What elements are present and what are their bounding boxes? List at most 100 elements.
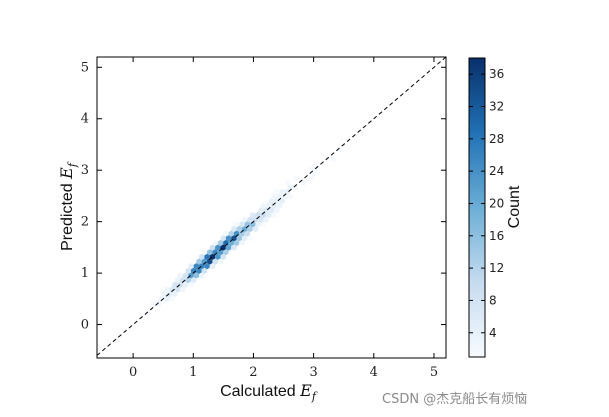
hexbin-cell — [284, 179, 291, 186]
hexbin-cell — [247, 235, 253, 242]
hexbin-cell — [188, 272, 194, 279]
hexbin-cell — [164, 286, 170, 293]
colorbar-tick-label: 16 — [489, 229, 504, 243]
hexbin-cell — [314, 165, 320, 172]
hexbin-cell — [177, 281, 183, 288]
x-tick-label: 3 — [309, 365, 317, 380]
hexbin-cell — [209, 263, 216, 270]
hexbin-cell — [274, 188, 280, 195]
hexbin-cell — [279, 188, 285, 195]
hexbin-cell — [207, 258, 213, 265]
hexbin-cell — [330, 156, 336, 163]
hexbin-cell — [180, 277, 186, 284]
hexbin-cell — [268, 207, 275, 214]
hexbin-cell — [223, 249, 229, 256]
colorbar-tick-label: 36 — [489, 67, 504, 81]
hexbin-cell — [271, 212, 277, 219]
hexbin-cell — [260, 202, 267, 209]
y-axis-title: Predicted Ef — [57, 161, 79, 251]
hexbin-cell — [311, 170, 318, 177]
hexbin-cell — [199, 272, 205, 279]
hexbin-cell — [258, 216, 264, 223]
hexbin-cell — [287, 193, 293, 200]
hexbin-cell — [201, 249, 208, 256]
x-tick-label: 5 — [430, 365, 438, 380]
colorbar-tick-label: 24 — [489, 164, 504, 178]
hexbin-cell — [223, 230, 229, 237]
hexbin-cell — [239, 239, 245, 247]
y-tick-label: 1 — [81, 266, 89, 281]
hexbin-cell — [207, 249, 213, 256]
hexbin-cell — [236, 235, 242, 242]
hexbin-cell — [276, 202, 283, 209]
hexbin-cell — [231, 244, 237, 251]
hexbin-cell — [156, 300, 162, 307]
hexbin-cell — [164, 295, 170, 302]
hexbin-cell — [292, 184, 299, 191]
hexbin-cell — [225, 235, 232, 242]
hexbin-cell — [301, 179, 307, 186]
hexbin-cell — [250, 212, 256, 219]
hexbin-cell — [276, 193, 283, 200]
hexbin-cell — [263, 216, 269, 223]
hexbin-cell — [271, 202, 277, 209]
x-tick-label: 4 — [370, 365, 378, 380]
hexbin-cell — [244, 230, 251, 237]
watermark-text: CSDN @杰克船长有烦恼 — [382, 392, 527, 407]
hexbin-cell — [188, 263, 194, 270]
hexbin-cell — [180, 286, 186, 293]
hexbin-cell — [247, 216, 253, 223]
hexbin-cell — [172, 281, 178, 288]
hexbin-cell — [217, 239, 224, 247]
hexbin-cell — [150, 300, 157, 307]
hexbin-cell — [215, 253, 221, 261]
hexbin-cell — [282, 193, 288, 200]
hexbin-cell — [169, 286, 175, 293]
hexbin-cell — [335, 146, 342, 154]
hexbin-cell — [190, 277, 197, 284]
hexbin-cell — [201, 267, 208, 274]
hexbin-layer — [145, 146, 342, 316]
hexbin-cell — [228, 230, 234, 237]
x-axis-ticks: 0 1 2 3 4 5 — [129, 57, 438, 380]
hexbin-cell — [252, 225, 259, 233]
y-tick-label: 3 — [81, 163, 89, 178]
hexbin-cell — [145, 309, 151, 316]
hexbin-cell — [231, 225, 237, 233]
colorbar-tick-label: 8 — [489, 293, 497, 307]
y-tick-label: 4 — [81, 112, 89, 127]
y-axis-ticks: 0 1 2 3 4 5 — [81, 60, 446, 333]
hexbin-cell — [166, 291, 173, 298]
hexbin-cell — [239, 221, 245, 228]
hexbin-cell — [199, 253, 205, 261]
hexbin-cell — [174, 286, 181, 293]
hexbin-cell — [233, 221, 240, 228]
hexbin-cell — [274, 207, 280, 214]
hexbin-cell — [182, 281, 189, 288]
hexbin-cell — [220, 253, 226, 261]
hexbin-cell — [220, 235, 226, 242]
hexbin-cell — [212, 239, 218, 247]
hexbin-cell — [309, 174, 315, 181]
hexbin-cell — [169, 295, 175, 302]
y-tick-label: 2 — [81, 215, 89, 230]
hexbin-cell — [177, 272, 183, 279]
hexbin-cell — [209, 244, 216, 251]
hexbin-cell — [247, 225, 253, 233]
hexbin-cell — [196, 267, 202, 274]
hexbin-cell — [196, 258, 202, 265]
hexbin-cell — [182, 272, 189, 279]
hexbin-cell — [174, 277, 181, 284]
hexbin-cell — [309, 165, 315, 172]
colorbar — [468, 57, 486, 358]
hexbin-cell — [161, 291, 167, 298]
x-tick-label: 2 — [249, 365, 257, 380]
colorbar-tick-label: 20 — [489, 196, 504, 210]
hexbin-cell — [172, 291, 178, 298]
x-axis-title: Calculated Ef — [220, 381, 318, 403]
hexbin-cell — [204, 253, 210, 261]
hexbin-cell — [217, 258, 224, 265]
x-tick-label: 0 — [129, 365, 137, 380]
hexbin-cell — [241, 235, 248, 242]
